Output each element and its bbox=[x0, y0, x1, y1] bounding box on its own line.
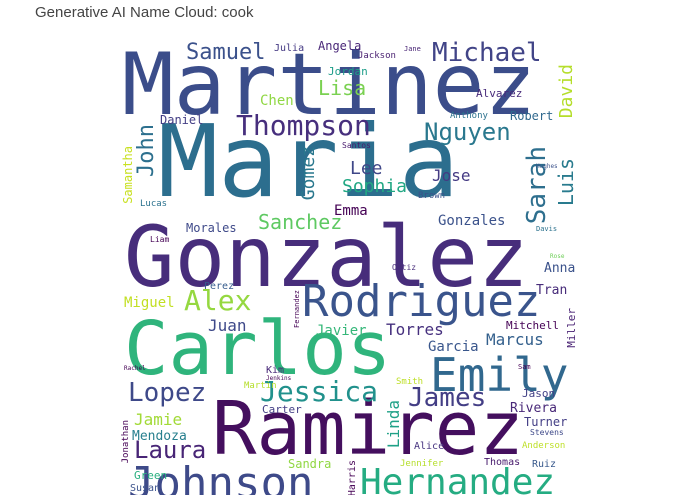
word-michael: Michael bbox=[432, 40, 542, 68]
word-julia: Julia bbox=[274, 43, 305, 54]
word-martin: Martin bbox=[244, 381, 277, 391]
word-miguel: Miguel bbox=[124, 295, 175, 311]
word-sanchez: Sanchez bbox=[258, 210, 343, 234]
word-anderson: Anderson bbox=[522, 441, 566, 451]
word-green: Green bbox=[134, 469, 168, 482]
word-johnson: Johnson bbox=[128, 458, 314, 496]
word-hughes: Hughes bbox=[536, 163, 558, 170]
word-daniel: Daniel bbox=[160, 113, 204, 127]
word-rivera: Rivera bbox=[510, 401, 557, 416]
word-laura: Laura bbox=[134, 436, 207, 464]
word-smith: Smith bbox=[396, 377, 424, 387]
word-anna: Anna bbox=[544, 261, 576, 276]
word-james: James bbox=[408, 383, 487, 413]
word-rose: Rose bbox=[550, 253, 565, 260]
word-jose: Jose bbox=[432, 166, 471, 185]
word-maria: Maria bbox=[158, 103, 460, 220]
word-thomas: Thomas bbox=[484, 457, 521, 468]
word-perez: Perez bbox=[204, 281, 235, 292]
word-nguyen: Nguyen bbox=[424, 118, 511, 146]
word-javier: Javier bbox=[316, 323, 367, 339]
word-jordan: Jordan bbox=[328, 65, 368, 78]
word-carter: Carter bbox=[262, 403, 302, 416]
word-jason: Jason bbox=[522, 387, 556, 400]
word-emma: Emma bbox=[334, 203, 368, 219]
word-luis: Luis bbox=[554, 158, 578, 207]
word-davis: Davis bbox=[536, 225, 558, 233]
word-ramirez: Ramirez bbox=[212, 386, 524, 472]
word-alice: Alice bbox=[414, 441, 445, 452]
word-gonzales: Gonzales bbox=[438, 213, 506, 229]
word-jackson: Jackson bbox=[358, 51, 396, 61]
word-susan: Susan bbox=[130, 483, 161, 494]
word-morales: Morales bbox=[186, 221, 237, 235]
word-alvarez: Alvarez bbox=[476, 87, 523, 100]
word-emily: Emily bbox=[430, 348, 569, 402]
word-rachel: Rachel bbox=[124, 365, 146, 372]
word-ruiz: Ruiz bbox=[532, 459, 557, 470]
word-lisa: Lisa bbox=[318, 76, 367, 100]
word-mendoza: Mendoza bbox=[132, 429, 187, 444]
word-sarah: Sarah bbox=[522, 146, 552, 225]
word-mitchell: Mitchell bbox=[506, 319, 559, 332]
word-anthony: Anthony bbox=[450, 111, 488, 121]
word-martinez: Martinez bbox=[122, 40, 537, 135]
word-harris: Harris bbox=[347, 460, 358, 495]
word-lopez: Lopez bbox=[128, 378, 207, 408]
word-sophia: Sophia bbox=[342, 176, 408, 197]
word-torres: Torres bbox=[386, 320, 444, 339]
word-cloud: Martinez Maria Gonzalez Carlos Ramirez J… bbox=[120, 40, 580, 495]
word-tran: Tran bbox=[536, 283, 568, 298]
chart-title: Generative AI Name Cloud: cook bbox=[35, 4, 254, 21]
word-gomez: Gomez bbox=[298, 146, 319, 201]
word-gonzalez: Gonzalez bbox=[124, 208, 529, 306]
word-john: John bbox=[134, 124, 159, 177]
word-stevens: Stevens bbox=[530, 428, 564, 437]
word-miller: Miller bbox=[565, 308, 578, 348]
word-jessica: Jessica bbox=[260, 375, 379, 408]
word-sandra: Sandra bbox=[288, 457, 332, 471]
word-alex: Alex bbox=[184, 284, 252, 317]
word-rodriguez: Rodriguez bbox=[302, 276, 541, 327]
word-sam: Sam bbox=[518, 363, 531, 371]
word-ortiz: Ortiz bbox=[392, 263, 417, 272]
word-jamie: Jamie bbox=[134, 410, 183, 429]
word-robert: Robert bbox=[510, 109, 554, 123]
word-turner: Turner bbox=[524, 415, 568, 429]
word-garcia: Garcia bbox=[428, 339, 479, 355]
word-samantha: Samantha bbox=[121, 146, 135, 204]
word-fernandez: Fernandez bbox=[293, 290, 301, 328]
word-thompson: Thompson bbox=[236, 109, 371, 142]
word-linda: Linda bbox=[384, 400, 403, 449]
word-jennifer: Jennifer bbox=[400, 459, 444, 469]
word-carlos: Carlos bbox=[124, 306, 392, 392]
word-liam: Liam bbox=[150, 235, 170, 244]
word-brown: Brown bbox=[418, 191, 446, 201]
word-david: David bbox=[556, 64, 577, 119]
word-samuel: Samuel bbox=[186, 40, 266, 65]
word-jonathan: Jonathan bbox=[121, 420, 131, 464]
word-kim: Kim bbox=[266, 365, 285, 376]
word-marcus: Marcus bbox=[486, 330, 544, 349]
word-lucas: Lucas bbox=[140, 199, 168, 209]
word-juan: Juan bbox=[208, 316, 247, 335]
word-santos: Santos bbox=[342, 141, 371, 150]
word-angela: Angela bbox=[318, 40, 362, 53]
word-chen: Chen bbox=[260, 93, 294, 109]
word-jane: Jane bbox=[404, 45, 421, 53]
word-lee: Lee bbox=[350, 158, 383, 179]
word-jenkins: Jenkins bbox=[266, 375, 292, 382]
word-hernandez: Hernandez bbox=[360, 462, 556, 496]
